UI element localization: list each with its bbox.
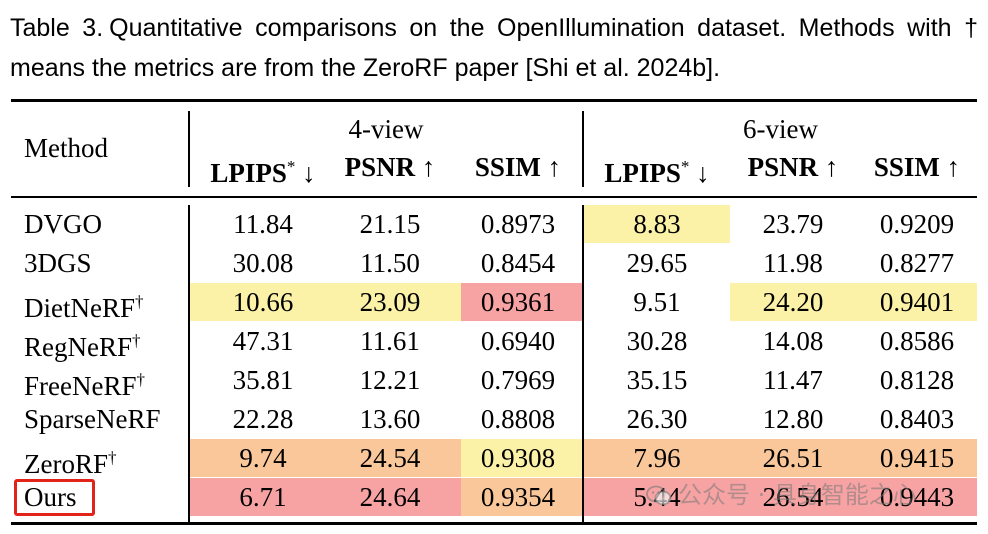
metric-header: SSIM ↑ — [474, 152, 562, 182]
value-cell: 0.8128 — [879, 365, 955, 395]
caption-label: Table 3. — [10, 14, 104, 42]
highlight-cell — [190, 439, 330, 477]
value-cell: 0.9443 — [879, 482, 955, 512]
method-cell: Ours — [24, 482, 77, 512]
method-cell: DVGO — [24, 209, 102, 239]
method-header: Method — [24, 133, 108, 163]
metric-header: PSNR ↑ — [747, 152, 839, 182]
method-cell: DietNeRF† — [24, 292, 144, 323]
group-header-4view: 4-view — [348, 114, 424, 144]
value-cell: 11.84 — [233, 209, 293, 239]
value-cell: 0.8403 — [879, 404, 955, 434]
value-cell: 23.79 — [762, 209, 824, 239]
highlight-cell — [730, 478, 858, 516]
highlight-cell — [858, 283, 977, 321]
value-cell: 0.9209 — [879, 209, 955, 239]
method-cell: FreeNeRF† — [24, 370, 145, 401]
highlight-cell — [461, 283, 582, 321]
value-cell: 0.9401 — [879, 287, 955, 317]
value-cell: 6.71 — [239, 482, 287, 512]
header-rule — [11, 196, 977, 198]
method-cell: 3DGS — [24, 248, 92, 278]
value-cell: 35.15 — [626, 365, 688, 395]
highlight-cell — [190, 283, 330, 321]
highlight-cell — [330, 478, 461, 516]
method-separator — [188, 111, 190, 187]
value-cell: 0.8454 — [480, 248, 556, 278]
value-cell: 11.47 — [763, 365, 823, 395]
highlight-cell — [584, 439, 730, 477]
value-cell: 11.50 — [360, 248, 420, 278]
value-cell: 8.83 — [633, 209, 681, 239]
method-cell: SparseNeRF — [24, 404, 161, 434]
highlight-cell — [461, 439, 582, 477]
value-cell: 0.9308 — [480, 443, 556, 473]
highlight-cell — [730, 283, 858, 321]
value-cell: 0.7969 — [480, 365, 556, 395]
value-cell: 0.8808 — [480, 404, 556, 434]
value-cell: 0.9361 — [480, 287, 556, 317]
highlight-cell — [858, 439, 977, 477]
ours-highlight-box — [14, 479, 95, 516]
value-cell: 11.61 — [360, 326, 420, 356]
value-cell: 24.64 — [359, 482, 421, 512]
group-header-6view: 6-view — [743, 114, 818, 144]
highlight-cell — [858, 478, 977, 516]
method-cell: RegNeRF† — [24, 331, 141, 362]
value-cell: 11.98 — [763, 248, 823, 278]
value-cell: 9.51 — [633, 287, 681, 317]
highlight-cell — [330, 283, 461, 321]
value-cell: 0.8586 — [879, 326, 955, 356]
value-cell: 26.30 — [626, 404, 688, 434]
value-cell: 24.20 — [762, 287, 824, 317]
value-cell: 30.28 — [626, 326, 688, 356]
value-cell: 10.66 — [232, 287, 294, 317]
value-cell: 30.08 — [232, 248, 294, 278]
highlight-cell — [461, 478, 582, 516]
value-cell: 0.9415 — [879, 443, 955, 473]
bottom-rule — [11, 522, 977, 525]
value-cell: 7.96 — [633, 443, 681, 473]
value-cell: 35.81 — [232, 365, 294, 395]
value-cell: 22.28 — [232, 404, 294, 434]
value-cell: 0.8973 — [480, 209, 556, 239]
metric-header: PSNR ↑ — [344, 152, 436, 182]
value-cell: 5.44 — [633, 482, 681, 512]
value-cell: 21.15 — [359, 209, 421, 239]
value-cell: 47.31 — [232, 326, 294, 356]
value-cell: 12.21 — [359, 365, 421, 395]
method-cell: ZeroRF† — [24, 448, 117, 479]
value-cell: 0.8277 — [879, 248, 955, 278]
value-cell: 13.60 — [359, 404, 421, 434]
highlight-cell — [330, 439, 461, 477]
metric-header: SSIM ↑ — [873, 152, 961, 182]
highlight-cell — [584, 205, 730, 243]
value-cell: 0.6940 — [480, 326, 556, 356]
group-separator-body — [582, 205, 584, 522]
top-rule — [11, 99, 977, 102]
value-cell: 12.80 — [762, 404, 824, 434]
value-cell: 23.09 — [359, 287, 421, 317]
value-cell: 24.54 — [359, 443, 421, 473]
highlight-cell — [730, 439, 858, 477]
metric-header: LPIPS* ↓ — [210, 157, 316, 188]
metric-header: LPIPS* ↓ — [604, 157, 710, 188]
caption-text: Quantitative comparisons on the OpenIllu… — [10, 14, 979, 82]
table-caption: Table 3. Quantitative comparisons on the … — [10, 8, 978, 88]
method-separator-body — [188, 205, 190, 522]
highlight-cell — [190, 478, 330, 516]
value-cell: 14.08 — [762, 326, 824, 356]
value-cell: 26.51 — [762, 443, 824, 473]
group-separator — [582, 111, 584, 187]
value-cell: 0.9354 — [480, 482, 556, 512]
value-cell: 29.65 — [626, 248, 688, 278]
value-cell: 9.74 — [239, 443, 287, 473]
value-cell: 26.54 — [762, 482, 824, 512]
